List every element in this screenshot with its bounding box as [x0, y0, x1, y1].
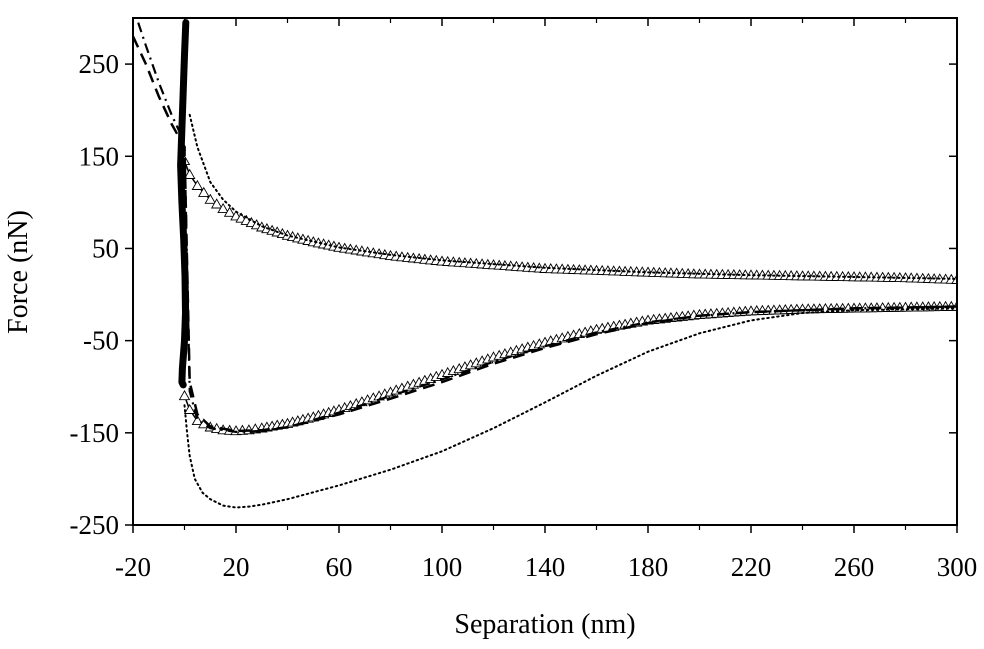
triangle-marker — [178, 389, 191, 401]
triangle-marker — [210, 198, 223, 209]
y-tick-label: -150 — [70, 418, 120, 448]
x-tick-label: 220 — [731, 552, 772, 582]
marker-series-line — [183, 305, 957, 432]
triangle-marker — [198, 186, 210, 197]
y-tick-label: -250 — [70, 510, 120, 540]
triangle-marker — [183, 403, 196, 414]
triangle-marker — [191, 414, 204, 426]
y-tick-label: 150 — [79, 141, 120, 171]
triangle-marker — [191, 179, 204, 190]
dashed-series-line — [133, 35, 957, 433]
series-0 — [178, 154, 957, 284]
x-tick-label: 140 — [525, 552, 566, 582]
series-5 — [137, 22, 957, 434]
x-tick-label: 180 — [628, 552, 669, 582]
triangle-marker — [204, 193, 217, 204]
series-6 — [177, 19, 190, 389]
x-tick-label: -20 — [115, 552, 151, 582]
marker-series-line — [183, 160, 957, 281]
dashdot-series-line — [137, 22, 957, 434]
triangle-marker — [223, 206, 236, 217]
x-tick-label: 260 — [834, 552, 875, 582]
triangle-marker — [183, 168, 196, 179]
series-2 — [188, 113, 957, 280]
series-layer — [133, 19, 957, 509]
x-tick-label: 60 — [326, 552, 353, 582]
y-tick-label: 50 — [92, 233, 119, 263]
triangle-marker — [217, 202, 229, 214]
dotted-series-line — [183, 307, 957, 509]
series-4 — [133, 35, 957, 433]
x-axis-title: Separation (nm) — [454, 609, 635, 640]
x-tick-label: 300 — [937, 552, 978, 582]
x-tick-label: 20 — [223, 552, 250, 582]
y-axis-title: Force (nN) — [3, 210, 34, 334]
y-tick-label: 250 — [79, 49, 120, 79]
series-3 — [183, 307, 957, 509]
series-1 — [178, 300, 957, 436]
ticks-layer: -20 20 60 100 140 180 220 260 300 -250 -150 -50 50 15… — [70, 18, 978, 582]
dotted-series-line — [188, 113, 957, 280]
y-tick-label: -50 — [83, 326, 119, 356]
contact-region-line — [177, 19, 190, 389]
x-tick-label: 100 — [422, 552, 463, 582]
